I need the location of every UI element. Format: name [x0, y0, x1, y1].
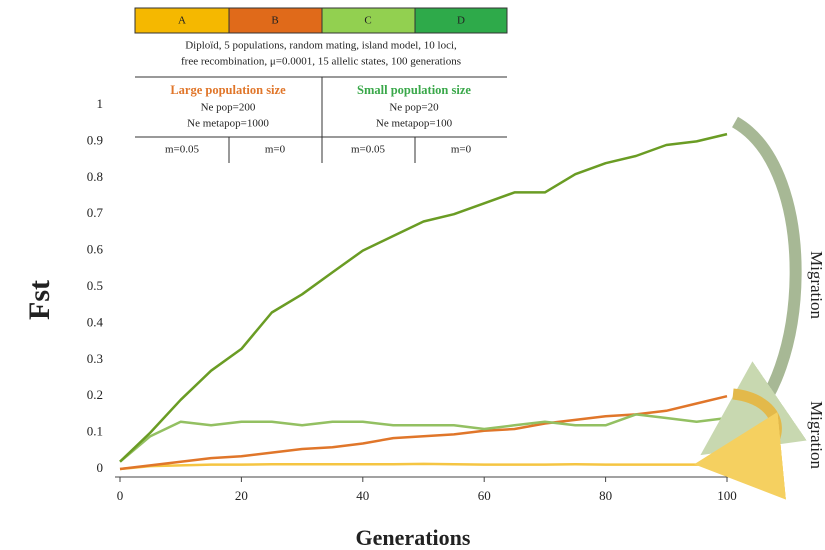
- cell: [228, 7, 323, 34]
- y-tick-label: 0.3: [87, 351, 103, 366]
- group-line: Ne pop=200: [201, 102, 256, 114]
- y-axis-label: Fst: [23, 280, 56, 320]
- x-tick-label: 60: [478, 488, 491, 503]
- series-line: [119, 132, 728, 463]
- description: free recombination, μ=0.0001, 15 allelic…: [181, 56, 461, 68]
- cell: [414, 7, 508, 34]
- cell: [134, 7, 230, 34]
- y-tick-label: 0: [97, 460, 104, 475]
- annotation: Migration: [807, 401, 825, 469]
- x-tick-label: 40: [356, 488, 369, 503]
- x-tick-label: 80: [599, 488, 612, 503]
- cell-text: B: [271, 15, 278, 27]
- cell-text: m=0.05: [165, 144, 200, 156]
- group-title: Small population size: [357, 83, 471, 97]
- series-line: [119, 394, 728, 471]
- cell-text: m=0: [265, 144, 286, 156]
- cell-text: m=0.05: [351, 144, 386, 156]
- y-tick-label: 0.5: [87, 278, 103, 293]
- migration-arrow: [694, 388, 787, 500]
- cell-text: A: [178, 15, 186, 27]
- group-line: Ne metapop=100: [376, 118, 453, 130]
- y-tick-label: 0.1: [87, 424, 103, 439]
- cell-text: m=0: [451, 144, 472, 156]
- x-tick-label: 0: [117, 488, 124, 503]
- y-tick-label: 0.6: [87, 242, 104, 257]
- migration-arrow: [700, 116, 807, 456]
- series-line: [119, 413, 728, 463]
- group-title: Large population size: [170, 83, 286, 97]
- y-tick-label: 0.8: [87, 169, 103, 184]
- y-tick-label: 0.4: [87, 314, 104, 329]
- series-line: [119, 462, 727, 471]
- x-tick-label: 20: [235, 488, 248, 503]
- x-axis-label: Generations: [356, 525, 471, 550]
- annotation: Migration: [807, 251, 825, 319]
- cell-text: C: [364, 15, 371, 27]
- cell-text: D: [457, 15, 465, 27]
- group-line: Ne pop=20: [389, 102, 439, 114]
- y-tick-label: 1: [97, 96, 104, 111]
- y-tick-label: 0.7: [87, 205, 104, 220]
- y-tick-label: 0.9: [87, 132, 103, 147]
- group-line: Ne metapop=1000: [187, 118, 269, 130]
- legend-table: A B C D Diploïd, 5 populations, random m…: [134, 7, 508, 163]
- y-tick-label: 0.2: [87, 387, 103, 402]
- description: Diploïd, 5 populations, random mating, i…: [185, 40, 457, 52]
- x-tick-label: 100: [717, 488, 737, 503]
